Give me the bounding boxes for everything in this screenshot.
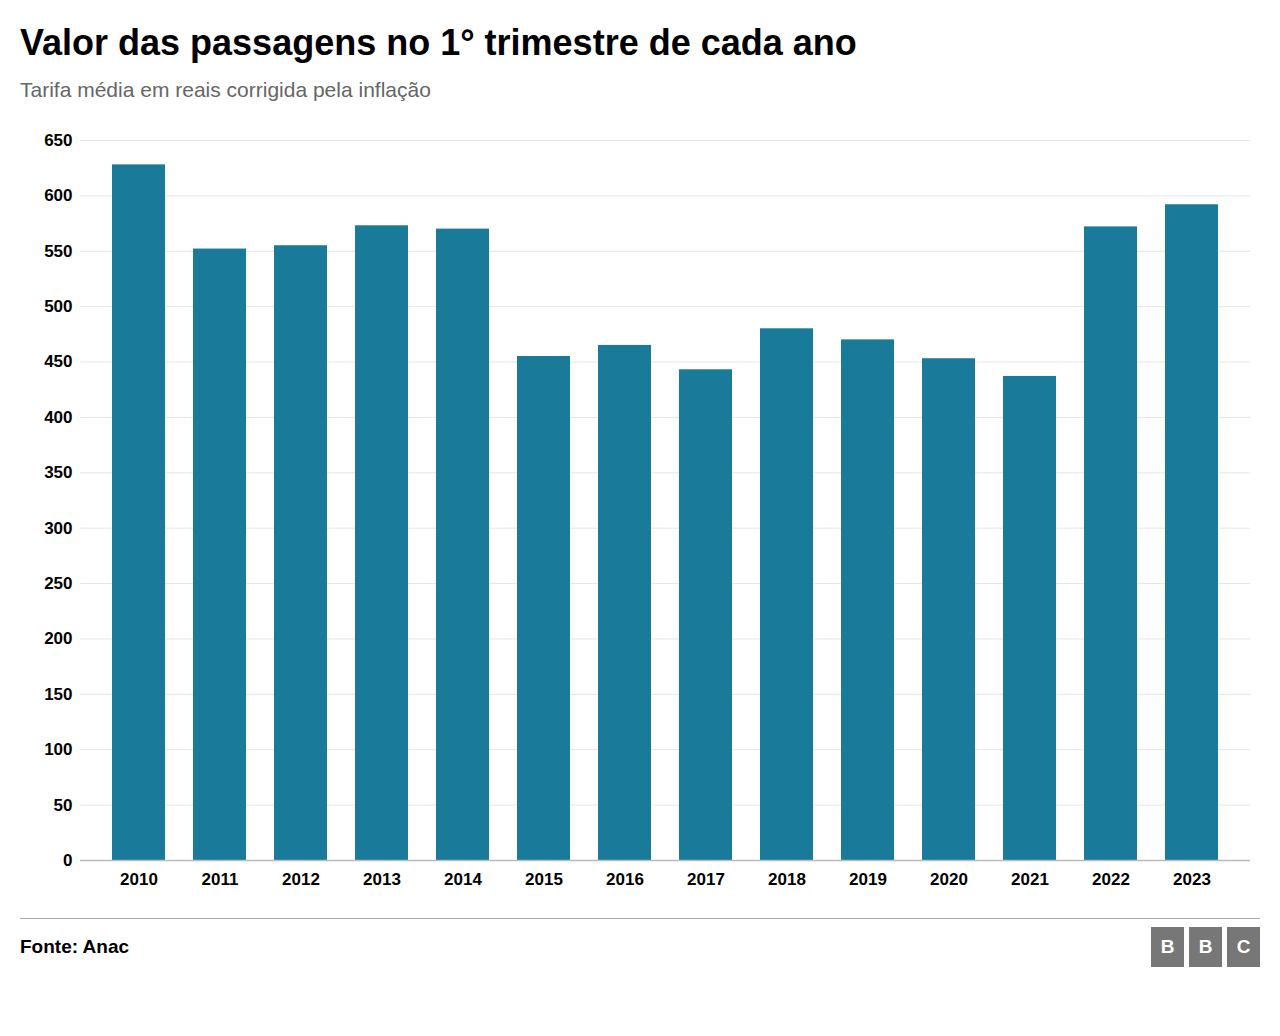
svg-text:350: 350 [44,463,72,482]
html-text:B: B [1160,936,1175,957]
svg-text:300: 300 [44,519,72,538]
svg-text:550: 550 [44,242,72,261]
svg-text:400: 400 [44,408,72,427]
svg-text:2017: 2017 [687,870,725,889]
svg-text:2010: 2010 [120,870,158,889]
svg-text:150: 150 [44,685,72,704]
svg-text:2023: 2023 [1173,870,1211,889]
svg-text:100: 100 [44,740,72,759]
svg-text:2013: 2013 [363,870,401,889]
svg-text:2022: 2022 [1092,870,1130,889]
html-text:C: C [1236,936,1251,957]
svg-text:2021: 2021 [1011,870,1049,889]
svg-text:2016: 2016 [606,870,644,889]
svg-text:200: 200 [44,629,72,648]
svg-text:0: 0 [63,851,72,870]
svg-text:450: 450 [44,352,72,371]
svg-text:2019: 2019 [849,870,887,889]
html-text:Fonte: Anac: Fonte: Anac [20,936,130,957]
svg-text:2012: 2012 [282,870,320,889]
html-text:Tarifa média em reais corrigid: Tarifa média em reais corrigida pela inf… [20,78,431,101]
svg-text:2018: 2018 [768,870,806,889]
svg-text:650: 650 [44,131,72,150]
svg-text:500: 500 [44,297,72,316]
html-text:Valor das passagens no 1° trim: Valor das passagens no 1° trimestre de c… [20,22,857,63]
svg-text:2014: 2014 [444,870,482,889]
html-text:B: B [1198,936,1213,957]
svg-text:50: 50 [54,796,73,815]
svg-text:2011: 2011 [202,870,239,889]
svg-text:600: 600 [44,186,72,205]
svg-text:2015: 2015 [525,870,563,889]
svg-text:250: 250 [44,574,72,593]
svg-text:2020: 2020 [930,870,968,889]
